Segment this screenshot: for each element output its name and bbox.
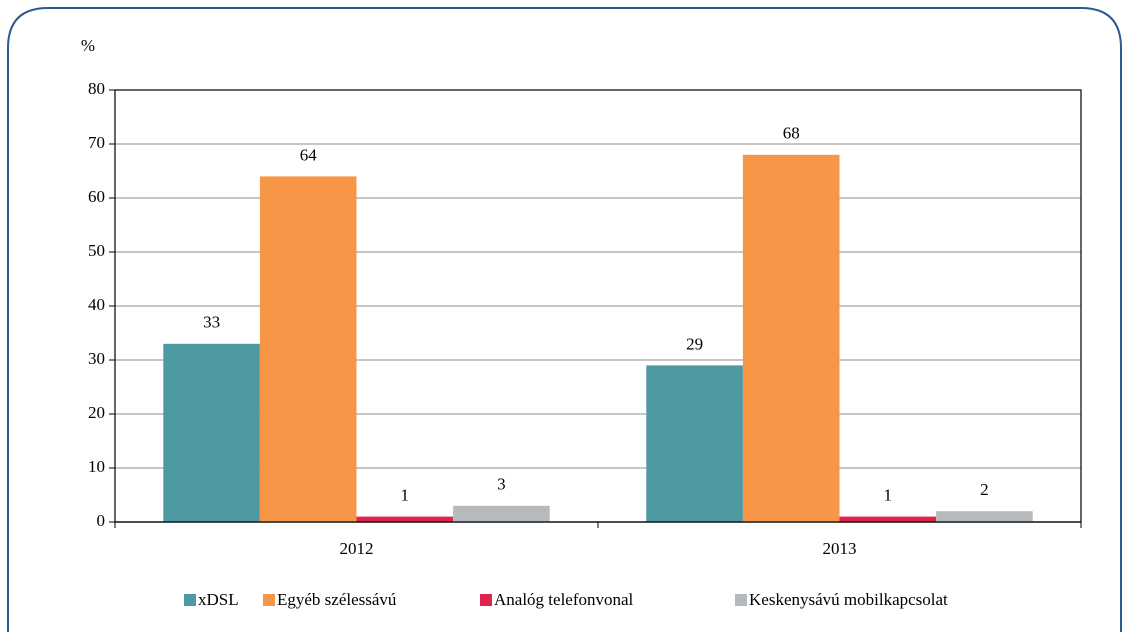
value-label: 2 <box>980 480 989 499</box>
frame <box>7 7 1122 632</box>
y-tick-label: 10 <box>88 457 105 476</box>
legend-swatch <box>735 594 747 606</box>
y-tick-label: 80 <box>88 79 105 98</box>
y-tick-label: 60 <box>88 187 105 206</box>
legend-label: Analóg telefonvonal <box>494 590 634 609</box>
y-tick-label: 70 <box>88 133 105 152</box>
value-label: 1 <box>884 486 893 505</box>
bar <box>646 365 743 522</box>
value-label: 68 <box>783 124 800 143</box>
y-axis-label: % <box>81 36 95 55</box>
x-tick-label: 2012 <box>340 539 374 558</box>
y-tick-label: 50 <box>88 241 105 260</box>
value-label: 3 <box>497 475 506 494</box>
bar <box>742 154 840 523</box>
bar <box>259 176 357 522</box>
legend-swatch <box>184 594 196 606</box>
bar <box>356 516 454 522</box>
y-tick-label: 30 <box>88 349 105 368</box>
y-tick-label: 0 <box>97 511 106 530</box>
bar <box>936 511 1033 522</box>
bar <box>163 343 260 522</box>
x-tick-label: 2013 <box>823 539 857 558</box>
value-label: 29 <box>686 334 703 353</box>
legend-label: Keskenysávú mobilkapcsolat <box>749 590 948 609</box>
legend-label: Egyéb szélessávú <box>277 590 397 609</box>
legend-swatch <box>480 594 492 606</box>
bar <box>453 505 550 522</box>
legend-swatch <box>263 594 275 606</box>
bar <box>839 516 937 522</box>
value-label: 64 <box>300 145 318 164</box>
value-label: 33 <box>203 313 220 332</box>
y-tick-label: 40 <box>88 295 105 314</box>
value-label: 1 <box>401 486 410 505</box>
legend-label: xDSL <box>198 590 239 609</box>
y-tick-label: 20 <box>88 403 105 422</box>
